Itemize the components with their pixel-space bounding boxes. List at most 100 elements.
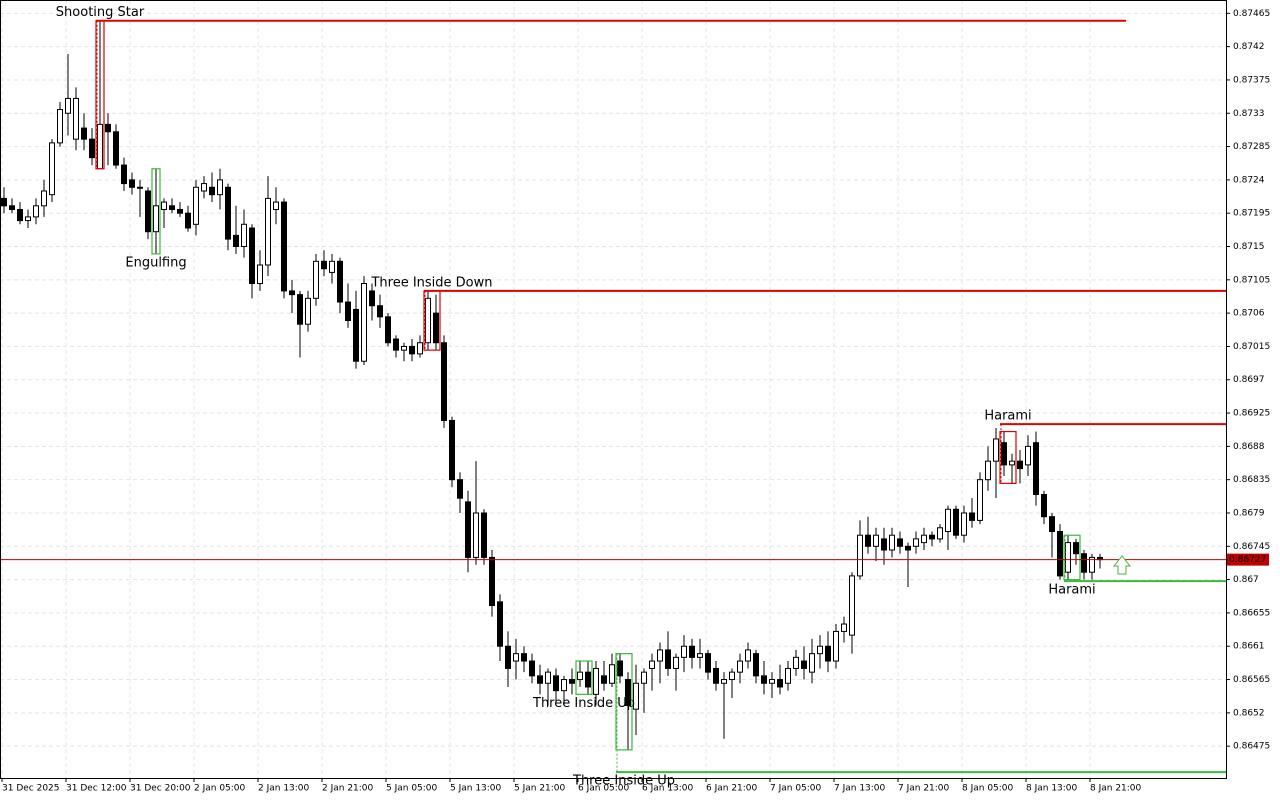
candle-body [609,664,615,684]
candle-body [369,290,375,307]
candle-body [65,97,71,114]
candle-body [673,656,679,669]
plot-border [0,0,1227,779]
x-tick-label: 31 Dec 12:00 [66,784,127,794]
candle-body [641,671,647,684]
candle-body [169,205,175,210]
candle-body [393,338,399,351]
candle-body [721,679,727,684]
y-tick-label: 0.87195 [1233,209,1270,219]
candle-body [1041,493,1047,518]
y-tick-label: 0.86655 [1233,608,1270,618]
candle-body [529,660,535,677]
candle-body [441,342,447,421]
pattern-box [151,168,161,255]
y-tick-label: 0.8715 [1233,242,1265,252]
pattern-label: Three Inside Down [370,275,492,290]
candle-body [625,679,631,706]
candle-body [385,316,391,344]
x-tick-label: 7 Jan 21:00 [898,784,950,794]
pattern-box [615,653,633,751]
y-tick-label: 0.8724 [1233,175,1265,185]
y-tick-label: 0.86565 [1233,675,1270,685]
candle-body [1049,516,1055,532]
candle-body [1025,445,1031,466]
x-tick-label: 5 Jan 21:00 [514,784,566,794]
candle-body [849,575,855,636]
candle-body [81,127,87,140]
candle-body [1081,553,1087,573]
y-tick-label: 0.8652 [1233,708,1265,718]
y-tick-label: 0.8688 [1233,442,1265,452]
pattern-label: Shooting Star [56,5,145,20]
candle-body [569,679,575,684]
grid [0,0,1226,778]
y-tick-label: 0.86925 [1233,409,1270,419]
pattern-label: Engulfing [125,255,186,270]
candle-body [329,260,335,273]
candle-body [649,660,655,669]
x-tick-label: 2 Jan 13:00 [258,784,310,794]
candle-body [49,142,55,196]
candle-body [1057,530,1063,577]
candle-body [697,653,703,658]
candle-body [321,260,327,270]
candle-body [505,645,511,669]
candle-body [961,512,967,536]
candle-body [57,109,63,144]
y-tick-label: 0.867 [1233,575,1259,585]
candle-body [617,660,623,677]
candle-body [121,164,127,185]
candle-body [1,197,7,207]
candle-body [585,671,591,688]
candle-body [897,538,903,547]
candle-body [729,671,735,681]
candle-body [945,508,951,532]
x-tick-label: 31 Dec 2025 [2,784,60,794]
candle-body [233,234,239,248]
candle-body [313,260,319,299]
signal-arrow [1112,555,1132,575]
candle-body [801,660,807,669]
candle-body [881,538,887,551]
candle-body [545,671,551,684]
candle-body [1001,442,1007,466]
candle-body [817,645,823,655]
candle-body [489,556,495,607]
candle-body [537,675,543,684]
candle-body [937,527,943,540]
candle-body [713,667,719,684]
pattern-box [575,660,593,695]
candle-body [873,534,879,547]
x-tick-label: 5 Jan 13:00 [450,784,502,794]
candle-body [657,649,663,662]
x-tick-label: 6 Jan 13:00 [642,784,694,794]
pattern-label: Harami [984,409,1031,424]
y-tick-label: 0.86475 [1233,742,1270,752]
candle-body [457,479,463,499]
candle-body [9,205,15,210]
candle-body [241,223,247,248]
y-tick-label: 0.87465 [1233,9,1270,19]
candle-body [17,208,23,222]
candle-body [521,653,527,662]
candle-body [481,512,487,558]
pattern-box [1063,534,1081,581]
candle-body [921,534,927,544]
candle-body [1073,542,1079,555]
candle-body [601,675,607,684]
candle-body [705,653,711,673]
candle-body [153,205,159,233]
candle-body [513,653,519,662]
candle-body [689,645,695,658]
candle-body [161,201,167,210]
candle-body [993,438,999,462]
candle-body [769,679,775,684]
candle-body [777,679,783,688]
price-tag-label: 0.86727 [1229,555,1266,565]
pattern-label: Three Inside Up [572,774,675,789]
x-tick-label: 8 Jan 21:00 [1090,784,1142,794]
x-tick-label: 8 Jan 13:00 [1026,784,1078,794]
candle-body [97,123,103,170]
